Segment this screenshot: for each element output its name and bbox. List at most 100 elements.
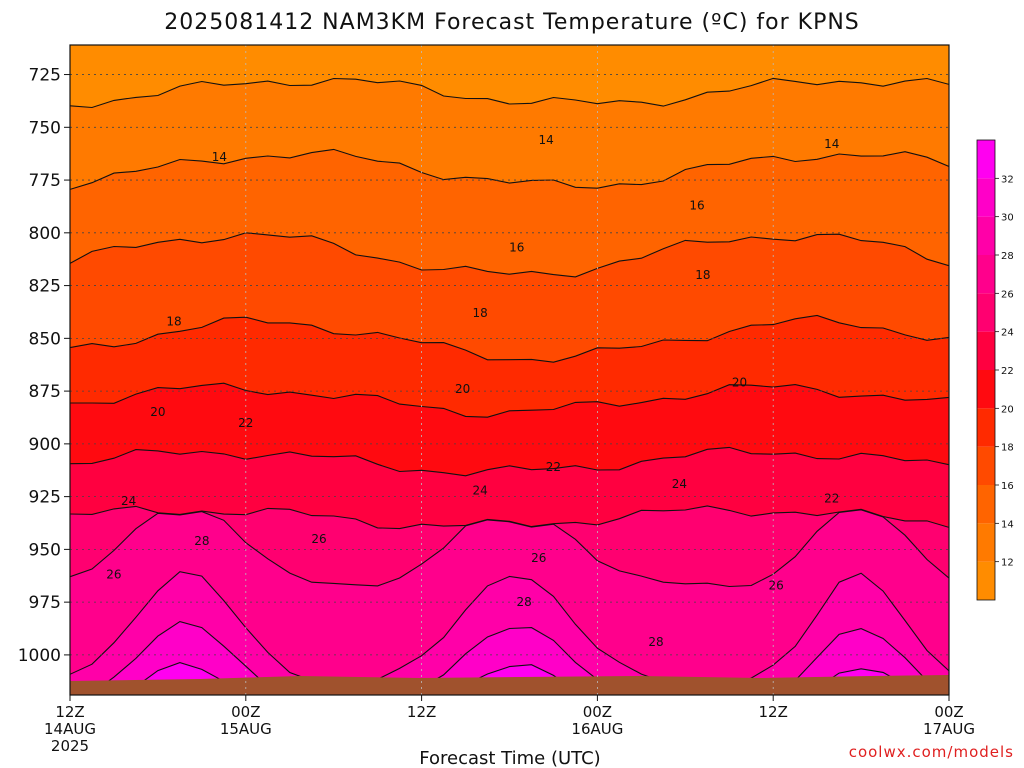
colorbar-segment — [977, 293, 995, 332]
x-tick-label: 16AUG — [571, 720, 623, 738]
colorbar-segment — [977, 408, 995, 447]
contour-label: 26 — [106, 568, 121, 582]
contour-label: 24 — [121, 494, 136, 508]
y-axis: 725 750 775 800 825 850 875 900 925 950 975 1000 — [18, 66, 70, 666]
contour-label: 22 — [546, 460, 561, 474]
colorbar-tick-label: 18 — [1001, 443, 1014, 454]
y-tick-label: 775 — [29, 171, 61, 191]
x-axis-label: Forecast Time (UTC) — [419, 748, 600, 768]
contour-label: 28 — [194, 534, 209, 548]
contour-line — [70, 509, 949, 588]
x-tick-label: 12Z — [407, 703, 436, 721]
contour-label: 28 — [648, 635, 663, 649]
x-tick-label: 00Z — [934, 703, 963, 721]
y-tick-label: 1000 — [18, 646, 61, 666]
colorbar-tick-label: 14 — [1001, 519, 1014, 530]
contour-line — [70, 446, 949, 477]
y-tick-label: 875 — [29, 382, 61, 402]
colorbar-segment — [977, 561, 995, 600]
temperature-band — [70, 232, 949, 363]
colorbar-tick-label: 22 — [1001, 366, 1014, 377]
contour-lines — [70, 77, 949, 695]
contour-label: 18 — [473, 306, 488, 320]
plot-frame — [69, 44, 950, 696]
colorbar-tick-label: 24 — [1001, 328, 1014, 339]
contour-line — [70, 148, 949, 190]
colorbar-tick-label: 16 — [1001, 481, 1014, 492]
temperature-band — [70, 505, 949, 587]
colorbar-segment — [977, 446, 995, 485]
temperature-band — [70, 447, 949, 529]
contour-label: 14 — [212, 150, 227, 164]
colorbar-tick-label: 30 — [1001, 213, 1014, 224]
contour-label: 26 — [531, 551, 546, 565]
contour-label: 22 — [238, 416, 253, 430]
contour-label: 16 — [689, 198, 704, 212]
temperature-band — [70, 383, 949, 476]
contour-label: 26 — [768, 578, 783, 592]
contour-line — [70, 77, 949, 109]
grid-lines — [70, 45, 949, 695]
contour-label: 14 — [824, 137, 839, 151]
contour-label: 20 — [150, 405, 165, 419]
contour-label: 18 — [166, 314, 181, 328]
y-tick-label: 800 — [29, 224, 61, 244]
colorbar: 12 14 16 18 20 22 24 26 28 30 32 — [976, 139, 1014, 601]
plot-area — [70, 45, 949, 695]
y-tick-label: 725 — [29, 66, 61, 86]
x-tick-label: 12Z — [55, 703, 84, 721]
temperature-band — [70, 45, 949, 108]
colorbar-segment — [977, 331, 995, 370]
contour-line — [119, 662, 920, 695]
chart-title: 2025081412 NAM3KM Forecast Temperature (… — [164, 10, 860, 35]
contour-label: 24 — [672, 477, 687, 491]
colorbar-segment — [977, 216, 995, 255]
temperature-band — [70, 149, 949, 277]
contour-line — [70, 232, 949, 278]
contour-label: 26 — [311, 532, 326, 546]
x-tick-label: 00Z — [583, 703, 612, 721]
contour-label: 14 — [538, 133, 553, 147]
y-tick-label: 750 — [29, 118, 61, 138]
contour-line — [86, 621, 949, 695]
x-tick-label: 15AUG — [220, 720, 272, 738]
colorbar-segment — [977, 485, 995, 524]
colorbar-segment — [977, 255, 995, 294]
x-tick-label: 14AUG — [44, 720, 96, 738]
y-tick-label: 925 — [29, 488, 61, 508]
contour-line — [70, 571, 949, 685]
ground-terrain — [70, 675, 949, 695]
y-tick-label: 975 — [29, 593, 61, 613]
colorbar-segment — [977, 140, 995, 179]
y-tick-label: 825 — [29, 277, 61, 297]
contour-label: 20 — [455, 382, 470, 396]
x-tick-label: 00Z — [231, 703, 260, 721]
contour-label: 28 — [517, 595, 532, 609]
contour-line — [70, 314, 949, 363]
contour-label: 18 — [695, 268, 710, 282]
temperature-band — [87, 621, 949, 695]
x-tick-label: 17AUG — [923, 720, 975, 738]
x-tick-label: 12Z — [759, 703, 788, 721]
contour-line — [70, 382, 949, 418]
colorbar-segment — [977, 370, 995, 409]
colorbar-segment — [977, 523, 995, 562]
colorbar-tick-label: 32 — [1001, 174, 1014, 185]
contour-label: 22 — [824, 492, 839, 506]
colorbar-tick-label: 26 — [1001, 289, 1014, 300]
colorbar-tick-label: 12 — [1001, 558, 1014, 569]
contour-label: 16 — [509, 241, 524, 255]
contour-label: 24 — [473, 483, 488, 497]
contour-label: 20 — [732, 376, 747, 390]
contour-labels: 14 14 14 16 16 18 18 18 20 20 20 22 22 22 24 24 24 26 26 26… — [106, 133, 839, 649]
y-tick-label: 850 — [29, 329, 61, 349]
temperature-band — [70, 78, 949, 190]
colorbar-tick-label: 28 — [1001, 251, 1014, 262]
ground-band — [70, 675, 949, 695]
temperature-band — [70, 509, 949, 685]
x-tick-label: 2025 — [51, 737, 89, 755]
y-tick-label: 900 — [29, 435, 61, 455]
colorbar-segment — [977, 178, 995, 217]
